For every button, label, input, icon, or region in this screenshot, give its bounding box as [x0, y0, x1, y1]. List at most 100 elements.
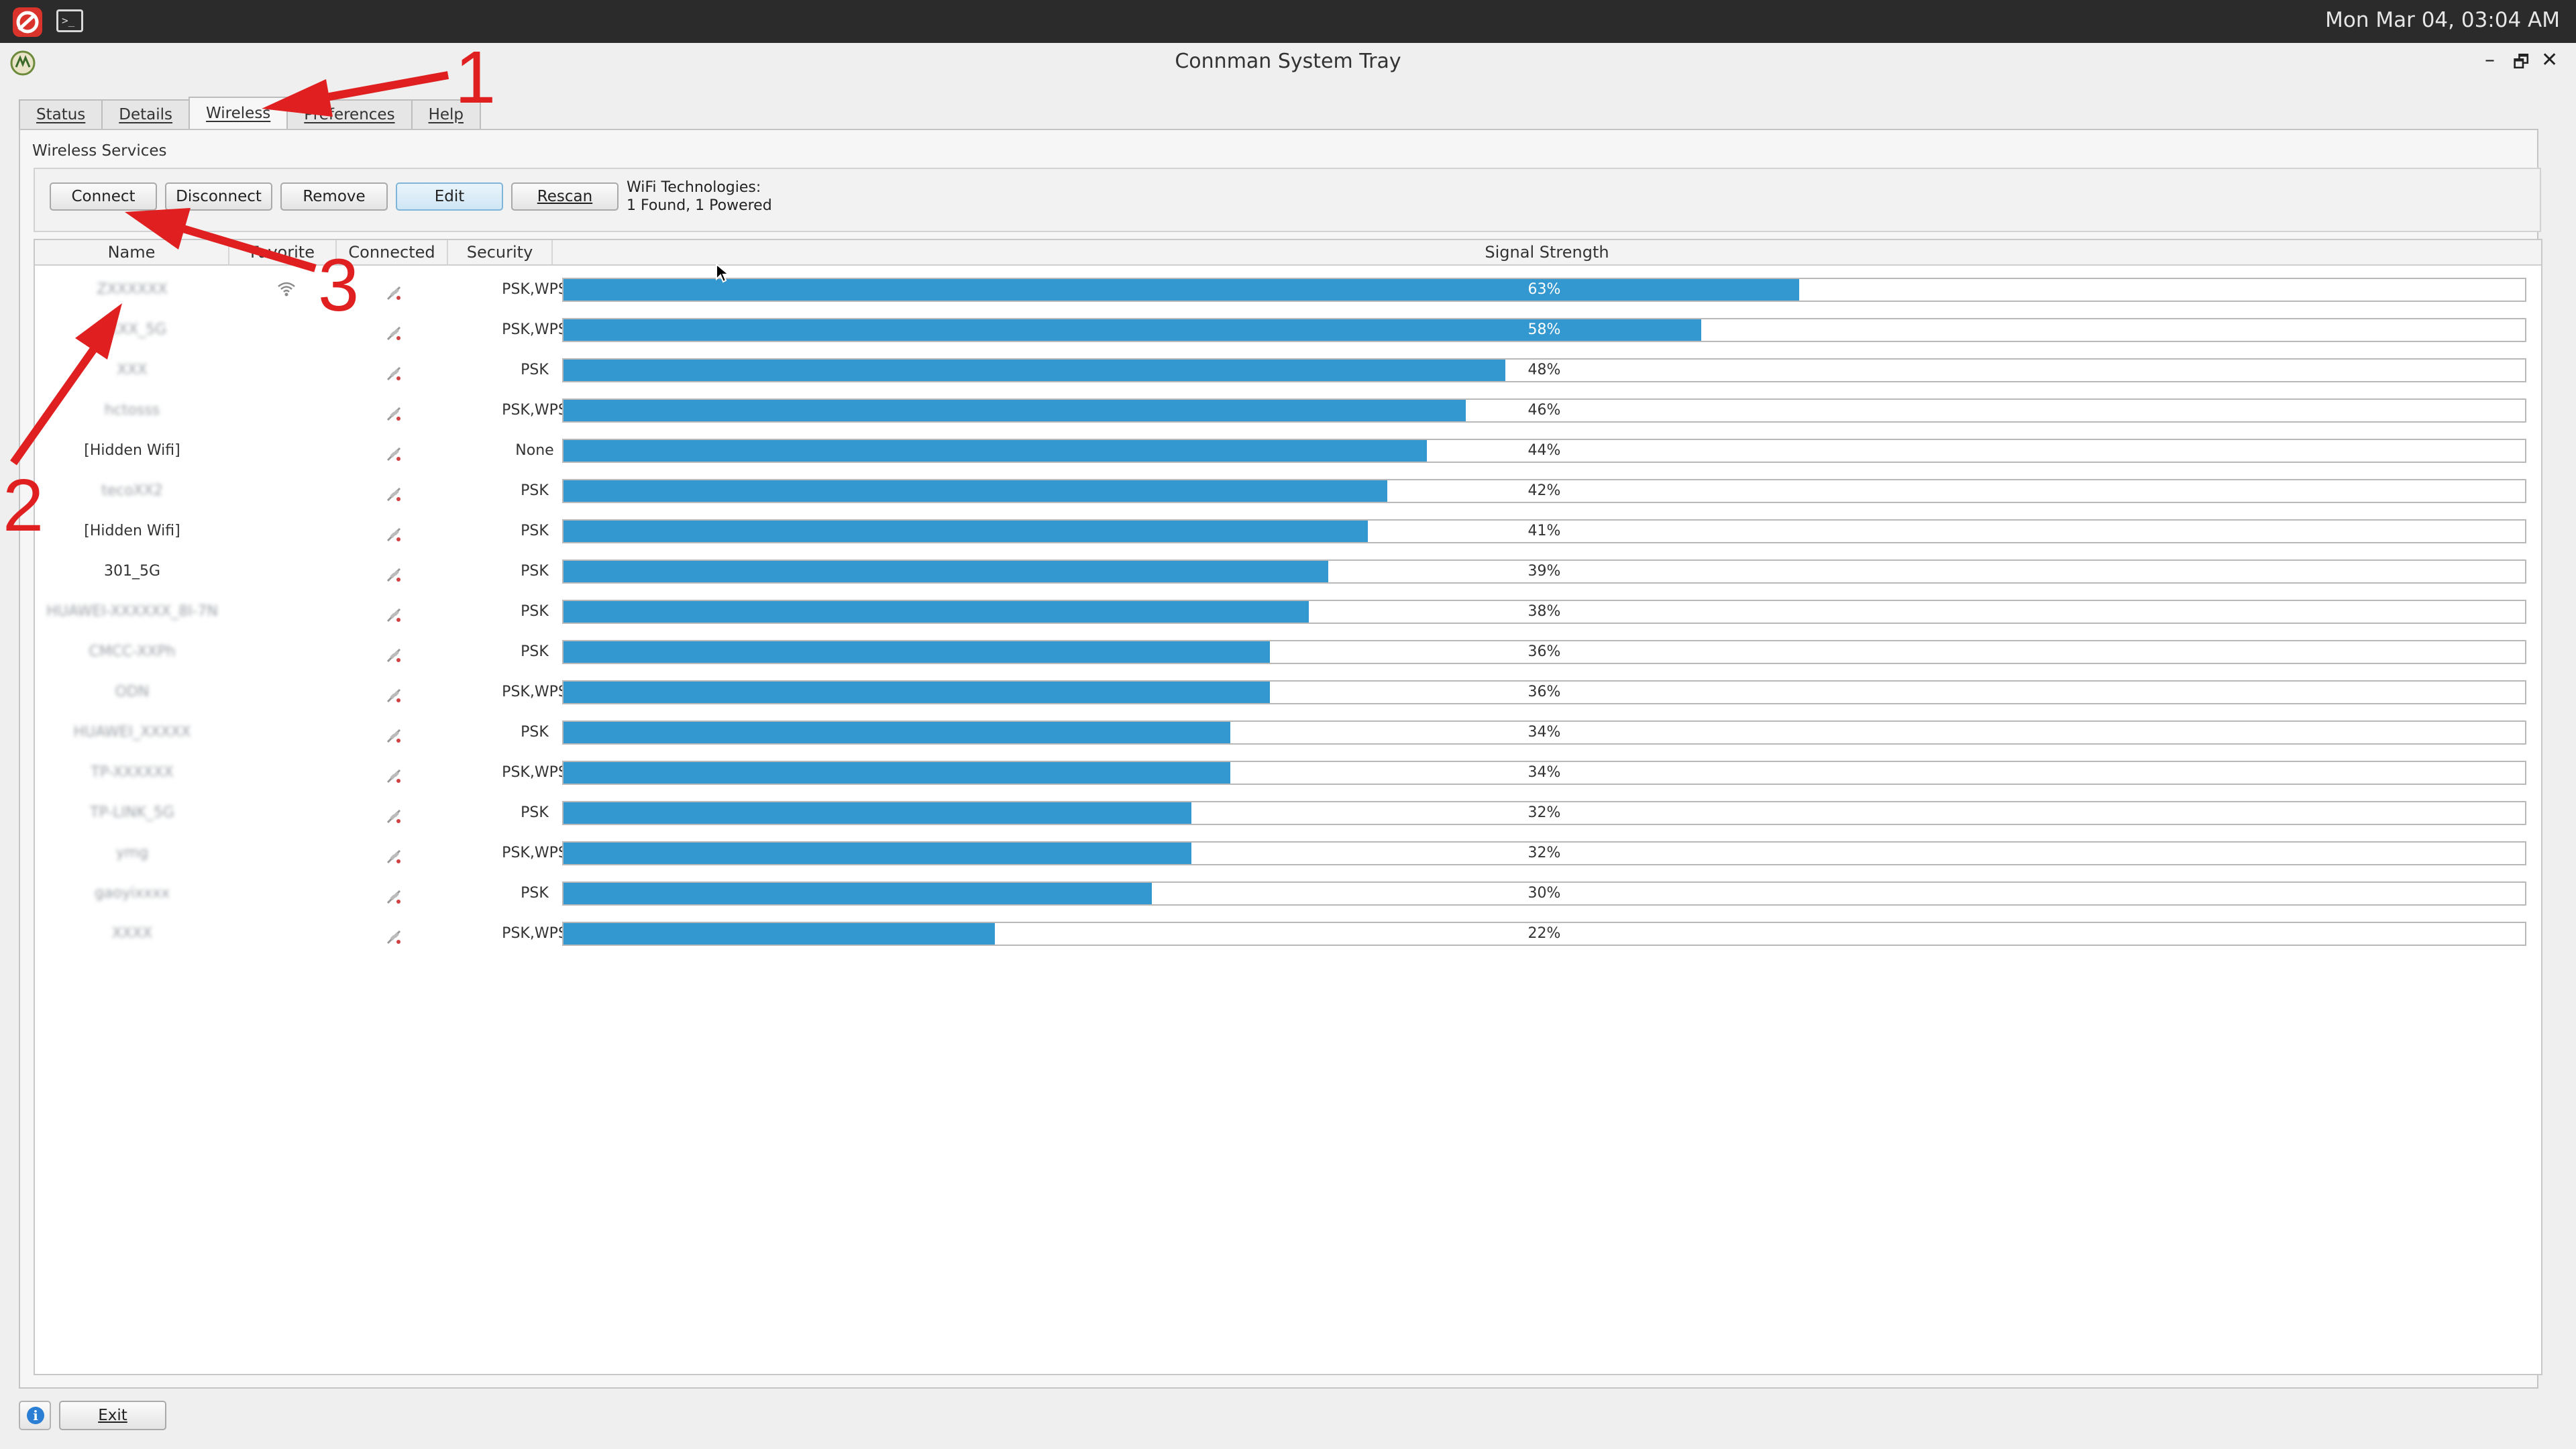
network-name: CMCC-XXPh	[89, 643, 176, 660]
restore-icon[interactable]: 🗗	[2513, 52, 2530, 72]
table-row[interactable]: gaoyixxxx PSK 30%	[35, 873, 2541, 914]
disconnected-plug-icon	[386, 809, 401, 824]
info-icon: i	[27, 1407, 44, 1424]
table-header: Name Favorite Connected Security Signal …	[35, 240, 2541, 266]
signal-strength-fill	[564, 762, 1230, 784]
security-type: PSK	[521, 643, 549, 660]
disconnected-plug-icon	[386, 447, 401, 462]
table-row[interactable]: XXX PSK 48%	[35, 350, 2541, 390]
disconnect-button[interactable]: Disconnect	[165, 182, 272, 211]
column-header-name[interactable]: Name	[35, 240, 229, 264]
column-header-security[interactable]: Security	[448, 240, 553, 264]
exit-button-label: Exit	[98, 1407, 127, 1424]
disconnected-plug-icon	[386, 286, 401, 301]
signal-strength-label: 22%	[1527, 925, 1561, 942]
remove-button[interactable]: Remove	[280, 182, 388, 211]
wifi-tech-line2: 1 Found, 1 Powered	[627, 197, 772, 214]
table-row[interactable]: [Hidden Wifi] None 44%	[35, 431, 2541, 471]
signal-strength-label: 39%	[1527, 563, 1561, 580]
edit-button-label: Edit	[434, 188, 465, 205]
signal-strength-bar: 48%	[562, 358, 2526, 382]
app-menu-icon[interactable]	[12, 7, 43, 38]
signal-strength-fill	[564, 400, 1466, 421]
network-name: HUAWEI_XXXXX	[73, 724, 191, 741]
rescan-button[interactable]: Rescan	[511, 182, 619, 211]
signal-strength-label: 32%	[1527, 845, 1561, 861]
signal-strength-fill	[564, 682, 1270, 703]
edit-button[interactable]: Edit	[396, 182, 503, 211]
signal-strength-bar: 44%	[562, 439, 2526, 463]
signal-strength-label: 32%	[1527, 804, 1561, 821]
signal-strength-bar: 42%	[562, 479, 2526, 503]
table-row[interactable]: XXXX PSK,WPS 22%	[35, 914, 2541, 954]
security-type: PSK,WPS	[502, 764, 568, 781]
signal-strength-bar: 34%	[562, 720, 2526, 745]
disconnected-plug-icon	[386, 366, 401, 381]
terminal-icon[interactable]: >_	[56, 9, 83, 32]
network-name: 301_5G	[103, 563, 161, 580]
table-row[interactable]: 301_5G PSK 39%	[35, 551, 2541, 592]
security-type: PSK	[521, 804, 549, 821]
security-type: PSK	[521, 563, 549, 580]
exit-button[interactable]: Exit	[59, 1401, 166, 1430]
network-name: XXX	[117, 362, 148, 378]
signal-strength-bar: 22%	[562, 922, 2526, 946]
tab-wireless[interactable]: Wireless	[189, 97, 288, 129]
signal-strength-bar: 36%	[562, 680, 2526, 704]
annotation-number-1: 1	[455, 36, 496, 119]
table-row[interactable]: TP-LINK_5G PSK 32%	[35, 793, 2541, 833]
network-name: ODN	[115, 684, 150, 700]
signal-strength-label: 42%	[1527, 482, 1561, 499]
disconnected-plug-icon	[386, 930, 401, 945]
network-name: ymg	[115, 845, 149, 861]
signal-strength-bar: 63%	[562, 278, 2526, 302]
security-type: PSK	[521, 885, 549, 902]
network-name: gaoyixxxx	[94, 885, 170, 902]
signal-strength-bar: 32%	[562, 801, 2526, 825]
table-row[interactable]: CMCC-XXPh PSK 36%	[35, 632, 2541, 672]
wifi-favorite-icon	[278, 282, 295, 297]
signal-strength-fill	[564, 802, 1191, 824]
table-row[interactable]: TP-XXXXXX PSK,WPS 34%	[35, 753, 2541, 793]
signal-strength-bar: 30%	[562, 881, 2526, 906]
security-type: PSK	[521, 482, 549, 499]
info-button[interactable]: i	[19, 1401, 51, 1430]
security-type: PSK,WPS	[502, 845, 568, 861]
table-row[interactable]: hctosss PSK,WPS 46%	[35, 390, 2541, 431]
signal-strength-bar: 34%	[562, 761, 2526, 785]
table-row[interactable]: ZXXX_5G PSK,WPS 58%	[35, 310, 2541, 350]
disconnected-plug-icon	[386, 890, 401, 904]
network-name: ZXXXXXX	[97, 281, 168, 298]
column-header-signal-strength[interactable]: Signal Strength	[1485, 243, 1609, 262]
table-row[interactable]: tecoXX2 PSK 42%	[35, 471, 2541, 511]
table-row[interactable]: HUAWEI_XXXXX PSK 34%	[35, 712, 2541, 753]
signal-strength-fill	[564, 480, 1387, 502]
window-title: Connman System Tray	[1175, 50, 1401, 73]
column-header-connected[interactable]: Connected	[337, 240, 448, 264]
signal-strength-fill	[564, 641, 1270, 663]
table-row[interactable]: ymg PSK,WPS 32%	[35, 833, 2541, 873]
connect-button[interactable]: Connect	[50, 182, 157, 211]
close-icon[interactable]: ✕	[2541, 48, 2559, 72]
table-row[interactable]: HUAWEI-XXXXXX_8I-7N PSK 38%	[35, 592, 2541, 632]
signal-strength-fill	[564, 561, 1328, 582]
disconnect-button-label: Disconnect	[176, 188, 262, 205]
security-type: PSK,WPS	[502, 321, 568, 338]
table-row[interactable]: ODN PSK,WPS 36%	[35, 672, 2541, 712]
network-name: hctosss	[104, 402, 160, 419]
minimize-icon[interactable]: –	[2485, 48, 2495, 72]
wifi-technologies-info: WiFi Technologies: 1 Found, 1 Powered	[627, 178, 772, 215]
disconnected-plug-icon	[386, 769, 401, 784]
tab-preferences[interactable]: Preferences	[286, 99, 413, 129]
tab-bar: Status Details Wireless Preferences Help	[19, 97, 481, 130]
tab-details[interactable]: Details	[101, 99, 191, 129]
security-type: PSK,WPS	[502, 402, 568, 419]
disconnected-plug-icon	[386, 527, 401, 542]
signal-strength-label: 48%	[1527, 362, 1561, 378]
disconnected-plug-icon	[386, 648, 401, 663]
tab-status[interactable]: Status	[19, 99, 103, 129]
network-name: ZXXX_5G	[97, 321, 167, 338]
section-label: Wireless Services	[32, 142, 167, 160]
table-row[interactable]: ZXXXXXX PSK,WPS 63%	[35, 270, 2541, 310]
table-row[interactable]: [Hidden Wifi] PSK 41%	[35, 511, 2541, 551]
